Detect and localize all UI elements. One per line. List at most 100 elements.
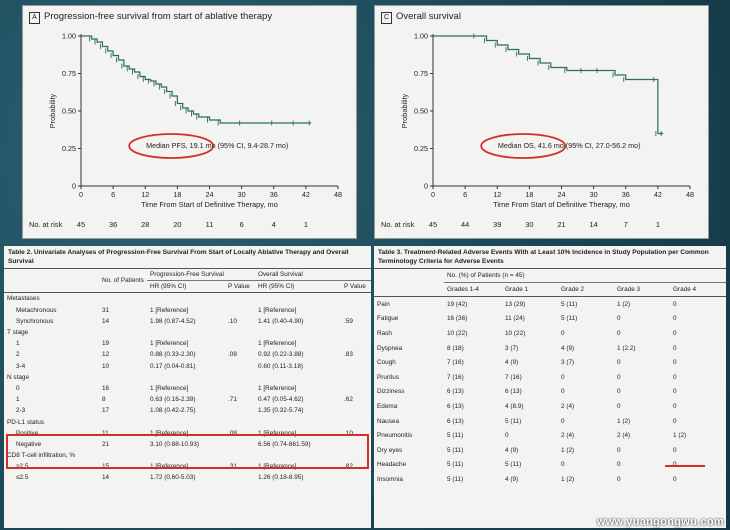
table2-cell-pfs-p bbox=[225, 293, 255, 305]
table3-cell-event: Cough bbox=[377, 359, 396, 367]
table2-cell-variable: 0 bbox=[16, 384, 20, 392]
table3-cell-value: 0 bbox=[617, 402, 621, 410]
table2-cell-variable: Metachronous bbox=[16, 306, 57, 314]
table3-head-grade: Grade 2 bbox=[561, 286, 585, 293]
y-tick-label: 0 bbox=[424, 182, 428, 191]
table2-cell-variable: 1 bbox=[16, 340, 20, 348]
table2-cell-os-p bbox=[341, 305, 371, 316]
table3-cell-event: Dry eyes bbox=[377, 446, 403, 454]
at-risk-count: 45 bbox=[429, 220, 437, 229]
x-tick-label: 42 bbox=[654, 190, 662, 199]
table3-cell-value: 0 bbox=[673, 446, 677, 454]
table3-cell-value: 0 bbox=[561, 373, 565, 381]
at-risk-count: 45 bbox=[77, 220, 85, 229]
table2-cell-os-hr: 1 [Reference] bbox=[258, 384, 297, 392]
table2-cell-os-hr: 1 [Reference] bbox=[258, 306, 297, 314]
table3-cell-value: 0 bbox=[561, 388, 565, 396]
table3-cell-value: 1 (2) bbox=[617, 417, 631, 425]
table2-cell-os-p bbox=[341, 472, 371, 483]
table3-cell-value: 0 bbox=[673, 344, 677, 352]
table2-cell-variable: 3-4 bbox=[16, 362, 26, 370]
table2-cell-patients: 17 bbox=[102, 407, 110, 415]
table3-cell-event: Pneumonitis bbox=[377, 432, 413, 440]
table3-head-event bbox=[374, 283, 444, 297]
table3-cell-value: 2 (4) bbox=[561, 402, 575, 410]
table3-cell-value: 0 bbox=[673, 329, 677, 337]
table3-cell-value: 3 (7) bbox=[505, 344, 519, 352]
table3-cell-value: 3 (7) bbox=[561, 359, 575, 367]
table3-cell-event: Pruritus bbox=[377, 373, 400, 381]
table2-row: 0 16 1 [Reference] 1 [Reference] bbox=[4, 383, 371, 394]
table2-group-row: T stage bbox=[4, 327, 371, 338]
table3-cell-value: 0 bbox=[617, 388, 621, 396]
table3: No. (%) of Patients (n = 45) Grades 1-4 G… bbox=[374, 268, 727, 487]
table2-cell-pfs-p bbox=[225, 450, 255, 461]
table3-span-head: No. (%) of Patients (n = 45) bbox=[444, 268, 727, 283]
table3-cell-value: 5 (11) bbox=[561, 315, 578, 323]
y-tick-label: 0.25 bbox=[62, 144, 76, 153]
table2-row: Positive 11 1 [Reference] .08 1 [Reference].… bbox=[4, 428, 371, 439]
table2-cell-variable: 2 bbox=[16, 351, 20, 359]
table3-cell-value: 5 (11) bbox=[447, 432, 464, 440]
os-chart-panel: C Overall survival 0 0.25 0.50 0.75 1.00 0 6 12 1… bbox=[374, 5, 709, 239]
table3-cell-event: Dyspnea bbox=[377, 344, 403, 352]
at-risk-count: 44 bbox=[461, 220, 469, 229]
watermark-text: www.yuangongwu.com bbox=[596, 516, 724, 528]
table2-cell-patients: 16 bbox=[102, 384, 110, 392]
table2-cell-patients: 14 bbox=[102, 474, 110, 482]
table2-cell-pfs-hr: 1 [Reference] bbox=[150, 429, 189, 437]
table3-cell-value: 4 (8.9) bbox=[505, 402, 524, 410]
table2-row: Synchronous 14 1.98 (0.87-4.52) .10 1.41 (0.… bbox=[4, 316, 371, 327]
pneumonitis-grade4-underline bbox=[665, 465, 705, 467]
table2-cell-pfs-hr: 1 [Reference] bbox=[150, 384, 189, 392]
table2-cell-variable: Metastases bbox=[7, 295, 40, 303]
table2-cell-patients bbox=[99, 372, 147, 383]
table2-cell-pfs-hr: 3.10 (0.88-10.93) bbox=[150, 440, 200, 448]
table2-head-os: Overall Survival bbox=[255, 268, 371, 282]
table2-cell-variable: Positive bbox=[16, 429, 39, 437]
table3-cell-value: 5 (11) bbox=[505, 461, 522, 469]
table2-cell-pfs-p bbox=[225, 327, 255, 338]
table3-cell-value: 1 (2.2) bbox=[617, 344, 636, 352]
x-tick-label: 30 bbox=[238, 190, 246, 199]
table3-cell-value: 0 bbox=[561, 329, 565, 337]
pfs-chart-panel: A Progression-free survival from start of… bbox=[22, 5, 357, 239]
table3-cell-value: 4 (9) bbox=[505, 475, 519, 483]
table2-cell-patients bbox=[99, 416, 147, 427]
table3-row: Fatigue 16 (36) 11 (24) 5 (11) 0 0 bbox=[374, 312, 726, 327]
table2-cell-patients: 15 bbox=[102, 463, 110, 471]
table3-cell-value: 16 (36) bbox=[447, 315, 468, 323]
y-tick-label: 0.75 bbox=[62, 69, 76, 78]
table3-cell-value: 0 bbox=[617, 359, 621, 367]
table2: No. of Patients Progression-Free Surviva… bbox=[4, 268, 371, 484]
table2-cell-pfs-hr: 1 [Reference] bbox=[150, 306, 189, 314]
table3-head-grade: Grade 3 bbox=[617, 286, 641, 293]
table2-cell-pfs-hr: 1.08 (0.42-2.75) bbox=[150, 407, 196, 415]
x-axis-label: Time From Start of Definitive Therapy, m… bbox=[141, 200, 278, 209]
table2-cell-os-hr bbox=[255, 416, 341, 427]
x-tick-label: 0 bbox=[431, 190, 435, 199]
table2-cell-patients: 19 bbox=[102, 340, 110, 348]
table3-cell-value: 5 (11) bbox=[447, 446, 464, 454]
table2-row: 2 12 0.88 (0.33-2.30) .08 0.92 (0.22-3.88) .8… bbox=[4, 349, 371, 360]
y-tick-label: 0.25 bbox=[414, 144, 428, 153]
table2-head-pfs-hr: HR (95% CI) bbox=[150, 283, 187, 291]
table2-cell-variable: 2-3 bbox=[16, 407, 26, 415]
table2-cell-os-hr bbox=[255, 293, 341, 305]
x-tick-label: 18 bbox=[173, 190, 181, 199]
table2-cell-pfs-hr bbox=[147, 293, 225, 305]
table2-cell-pfs-p: .08 bbox=[228, 351, 237, 359]
table3-cell-value: 1 (2) bbox=[561, 446, 575, 454]
table2-group-row: N stage bbox=[4, 372, 371, 383]
table2-cell-pfs-p: .10 bbox=[228, 317, 237, 325]
table3-row: Headache 5 (11) 5 (11) 0 0 0 bbox=[374, 458, 726, 473]
table3-cell-value: 7 (16) bbox=[505, 373, 522, 381]
at-risk-count: 14 bbox=[590, 220, 598, 229]
table2-cell-variable: T stage bbox=[7, 329, 29, 337]
table3-cell-value: 2 (4) bbox=[617, 432, 631, 440]
table2-row: ≥2.5 15 1 [Reference] .31 1 [Reference] .82 bbox=[4, 461, 371, 472]
table2-cell-variable: ≥2.5 bbox=[16, 463, 29, 471]
table3-cell-value: 0 bbox=[673, 388, 677, 396]
table2-head-variable bbox=[4, 269, 99, 293]
table2-cell-os-p bbox=[341, 405, 371, 416]
